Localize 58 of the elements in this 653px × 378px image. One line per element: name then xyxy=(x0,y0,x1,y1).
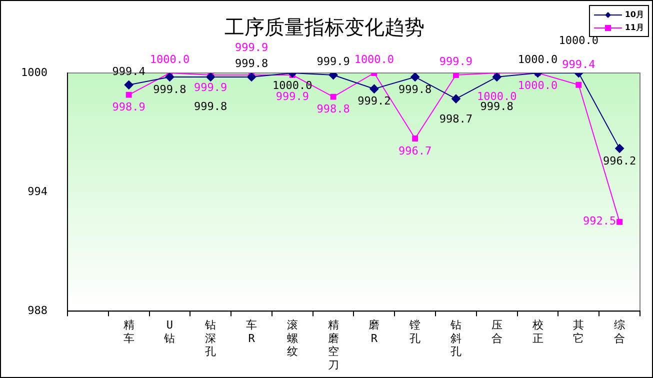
x-tick-label: 车R xyxy=(246,318,258,345)
x-tick-label: 滚螺纹 xyxy=(286,318,298,358)
data-label: 1000.0 xyxy=(150,52,190,66)
point xyxy=(451,94,460,104)
x-tick-label: U钻 xyxy=(163,318,176,345)
data-label: 1000.0 xyxy=(558,34,599,47)
legend-label: 11月 xyxy=(624,22,644,33)
x-tick-label: 压合 xyxy=(491,318,502,345)
x-tick-label: 钻深孔 xyxy=(204,318,216,358)
point xyxy=(576,82,582,88)
data-label: 999.8 xyxy=(194,100,228,113)
x-tick-label: 镗孔 xyxy=(408,318,421,345)
data-label: 998.7 xyxy=(439,112,473,126)
y-tick-label: 1000 xyxy=(20,66,48,79)
x-tick-label: 钻斜孔 xyxy=(449,318,462,358)
x-tick-label: 磨R xyxy=(368,318,380,345)
data-label: 1000.0 xyxy=(518,78,558,92)
point xyxy=(412,136,418,142)
point xyxy=(206,73,216,82)
data-label: 1000.0 xyxy=(518,52,558,66)
x-tick-label: 其它 xyxy=(573,318,584,345)
point xyxy=(330,94,336,100)
data-label: 999.4 xyxy=(562,58,596,71)
point xyxy=(410,73,420,82)
x-tick-label: 综合 xyxy=(614,318,626,345)
point xyxy=(124,80,134,90)
chart-title: 工序质量指标变化趋势 xyxy=(224,15,424,40)
point xyxy=(615,144,624,153)
data-label: 1000.0 xyxy=(272,78,312,92)
point xyxy=(492,73,502,82)
data-label: 999.8 xyxy=(398,82,432,96)
data-label: 998.8 xyxy=(316,102,350,116)
point xyxy=(247,73,256,82)
point xyxy=(370,84,379,94)
data-label: 998.9 xyxy=(112,100,146,114)
data-label: 999.9 xyxy=(276,90,309,103)
data-label: 999.9 xyxy=(234,40,268,54)
point xyxy=(616,218,623,225)
data-label: 996.7 xyxy=(398,144,432,158)
x-tick-label: 精磨空刀 xyxy=(328,318,339,372)
data-label: 999.9 xyxy=(439,54,473,68)
x-tick-label: 精车 xyxy=(123,318,134,345)
point xyxy=(165,73,174,82)
y-tick-label: 994 xyxy=(28,184,48,198)
data-label: 996.2 xyxy=(602,154,636,168)
x-tick-label: 校正 xyxy=(531,318,544,345)
data-label: 999.4 xyxy=(112,64,146,78)
data-label: 999.9 xyxy=(316,54,350,68)
data-label: 1000.0 xyxy=(354,52,394,66)
data-label: 999.8 xyxy=(234,56,268,70)
point xyxy=(126,92,132,98)
point xyxy=(453,73,459,78)
data-label: 999.2 xyxy=(358,94,391,108)
data-label: 992.5 xyxy=(582,214,616,228)
y-tick-label: 988 xyxy=(28,304,48,318)
data-label: 999.9 xyxy=(194,80,228,94)
data-label: 999.8 xyxy=(153,82,186,96)
legend-label: 10月 xyxy=(624,9,644,20)
